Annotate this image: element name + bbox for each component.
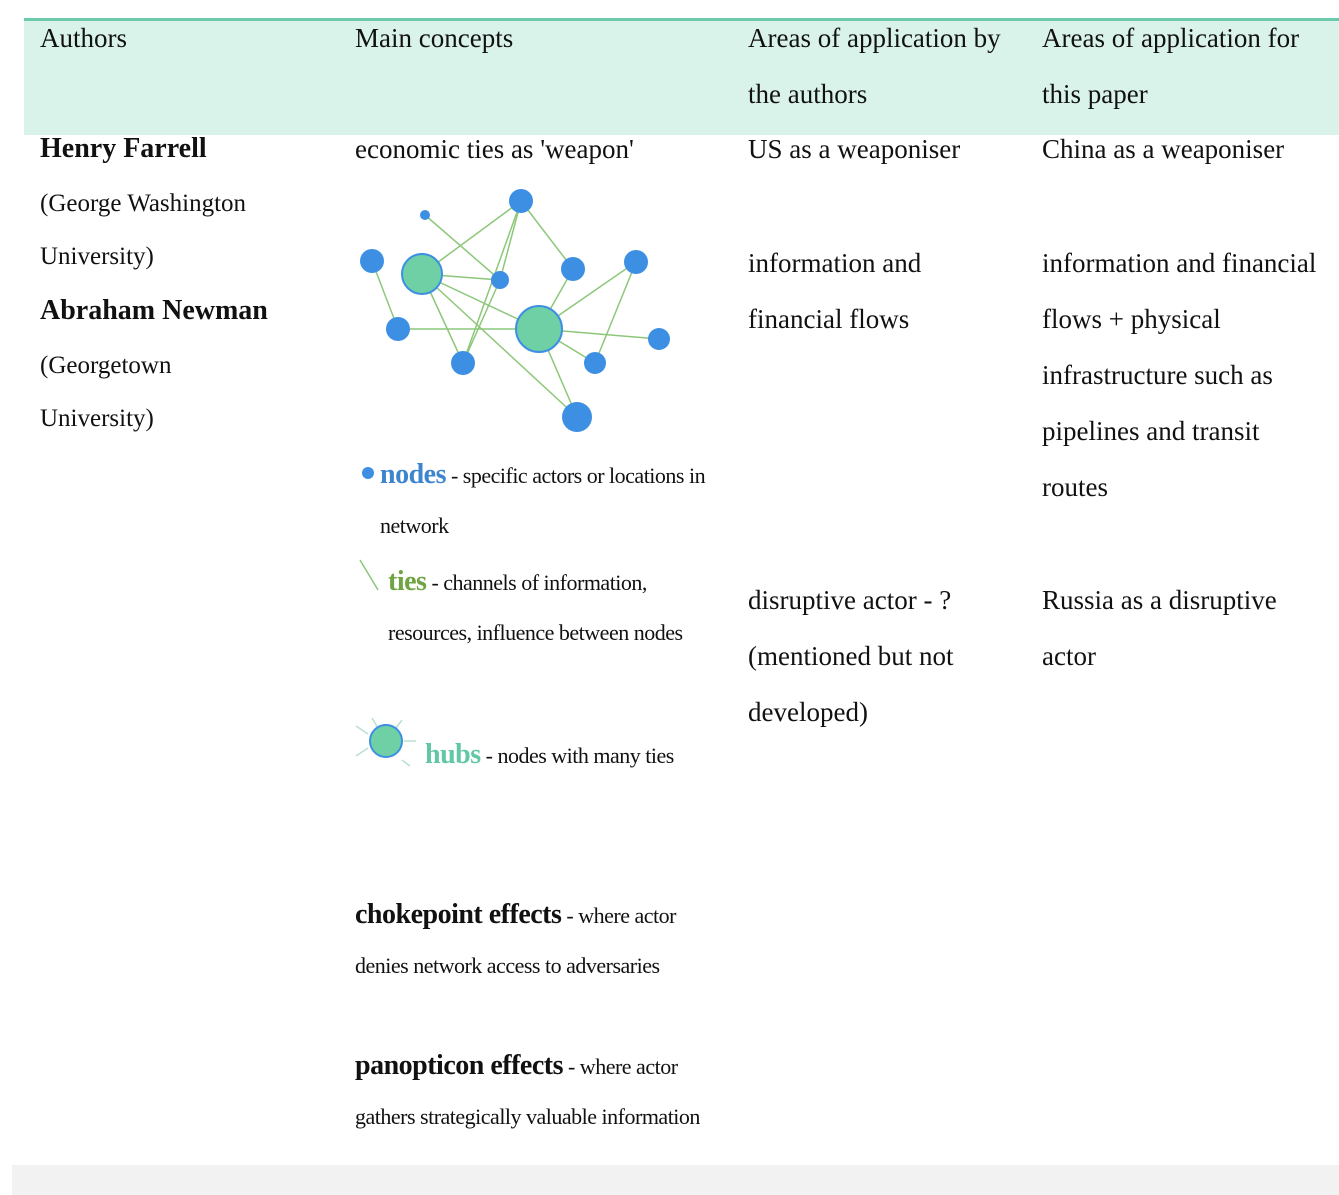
legend-item: hubs - nodes with many ties <box>425 730 715 781</box>
legend-description: - nodes with many ties <box>485 743 675 768</box>
header-cell: Main concepts <box>355 23 514 53</box>
application-text: Russia as a disruptive actor <box>1042 585 1277 671</box>
header-cell: Areas of application by the authors <box>748 23 1001 109</box>
header-cell: Authors <box>40 23 127 53</box>
author-name: Henry Farrell <box>40 133 207 164</box>
legend-item: nodes - specific actors or locations in … <box>380 450 720 551</box>
effect-description: - where actor gathers strategically valu… <box>355 1054 700 1129</box>
application-text: disruptive actor - ? (mentioned but not … <box>748 585 954 727</box>
effect-term: panopticon effects <box>355 1050 563 1081</box>
application-text: China as a weaponiser <box>1042 134 1285 164</box>
author-affiliation: (Georgetown University) <box>40 352 172 432</box>
nodes <box>360 189 670 479</box>
concept-headline: economic ties as 'weapon' <box>355 134 634 164</box>
legend-item: ties - channels of information, resource… <box>388 557 720 658</box>
hubs <box>369 253 563 758</box>
legend-term: hubs <box>425 739 481 770</box>
author-name: Abraham Newman <box>40 295 268 326</box>
application-text: information and financial flows + physic… <box>1042 248 1317 502</box>
legend-description: - specific actors or locations in networ… <box>380 463 706 538</box>
authors-cell: Henry Farrell (George Washington Univers… <box>40 121 330 445</box>
effect-term: chokepoint effects <box>355 899 562 930</box>
legend-description: - channels of information, resources, in… <box>388 570 683 645</box>
application-text: information and financial flows <box>748 248 922 334</box>
legend-term: ties <box>388 566 427 597</box>
effect-description: - where actor denies network access to a… <box>355 903 676 978</box>
author-affiliation: (George Washington University) <box>40 190 247 270</box>
header-cell: Areas of application for this paper <box>1042 23 1300 109</box>
effect: panopticon effects - where actor gathers… <box>355 1041 715 1142</box>
header-band <box>24 18 1339 135</box>
effect: chokepoint effects - where actor denies … <box>355 890 715 991</box>
application-text: US as a weaponiser <box>748 134 961 164</box>
legend-term: nodes <box>380 459 446 490</box>
footer-band <box>12 1165 1339 1195</box>
